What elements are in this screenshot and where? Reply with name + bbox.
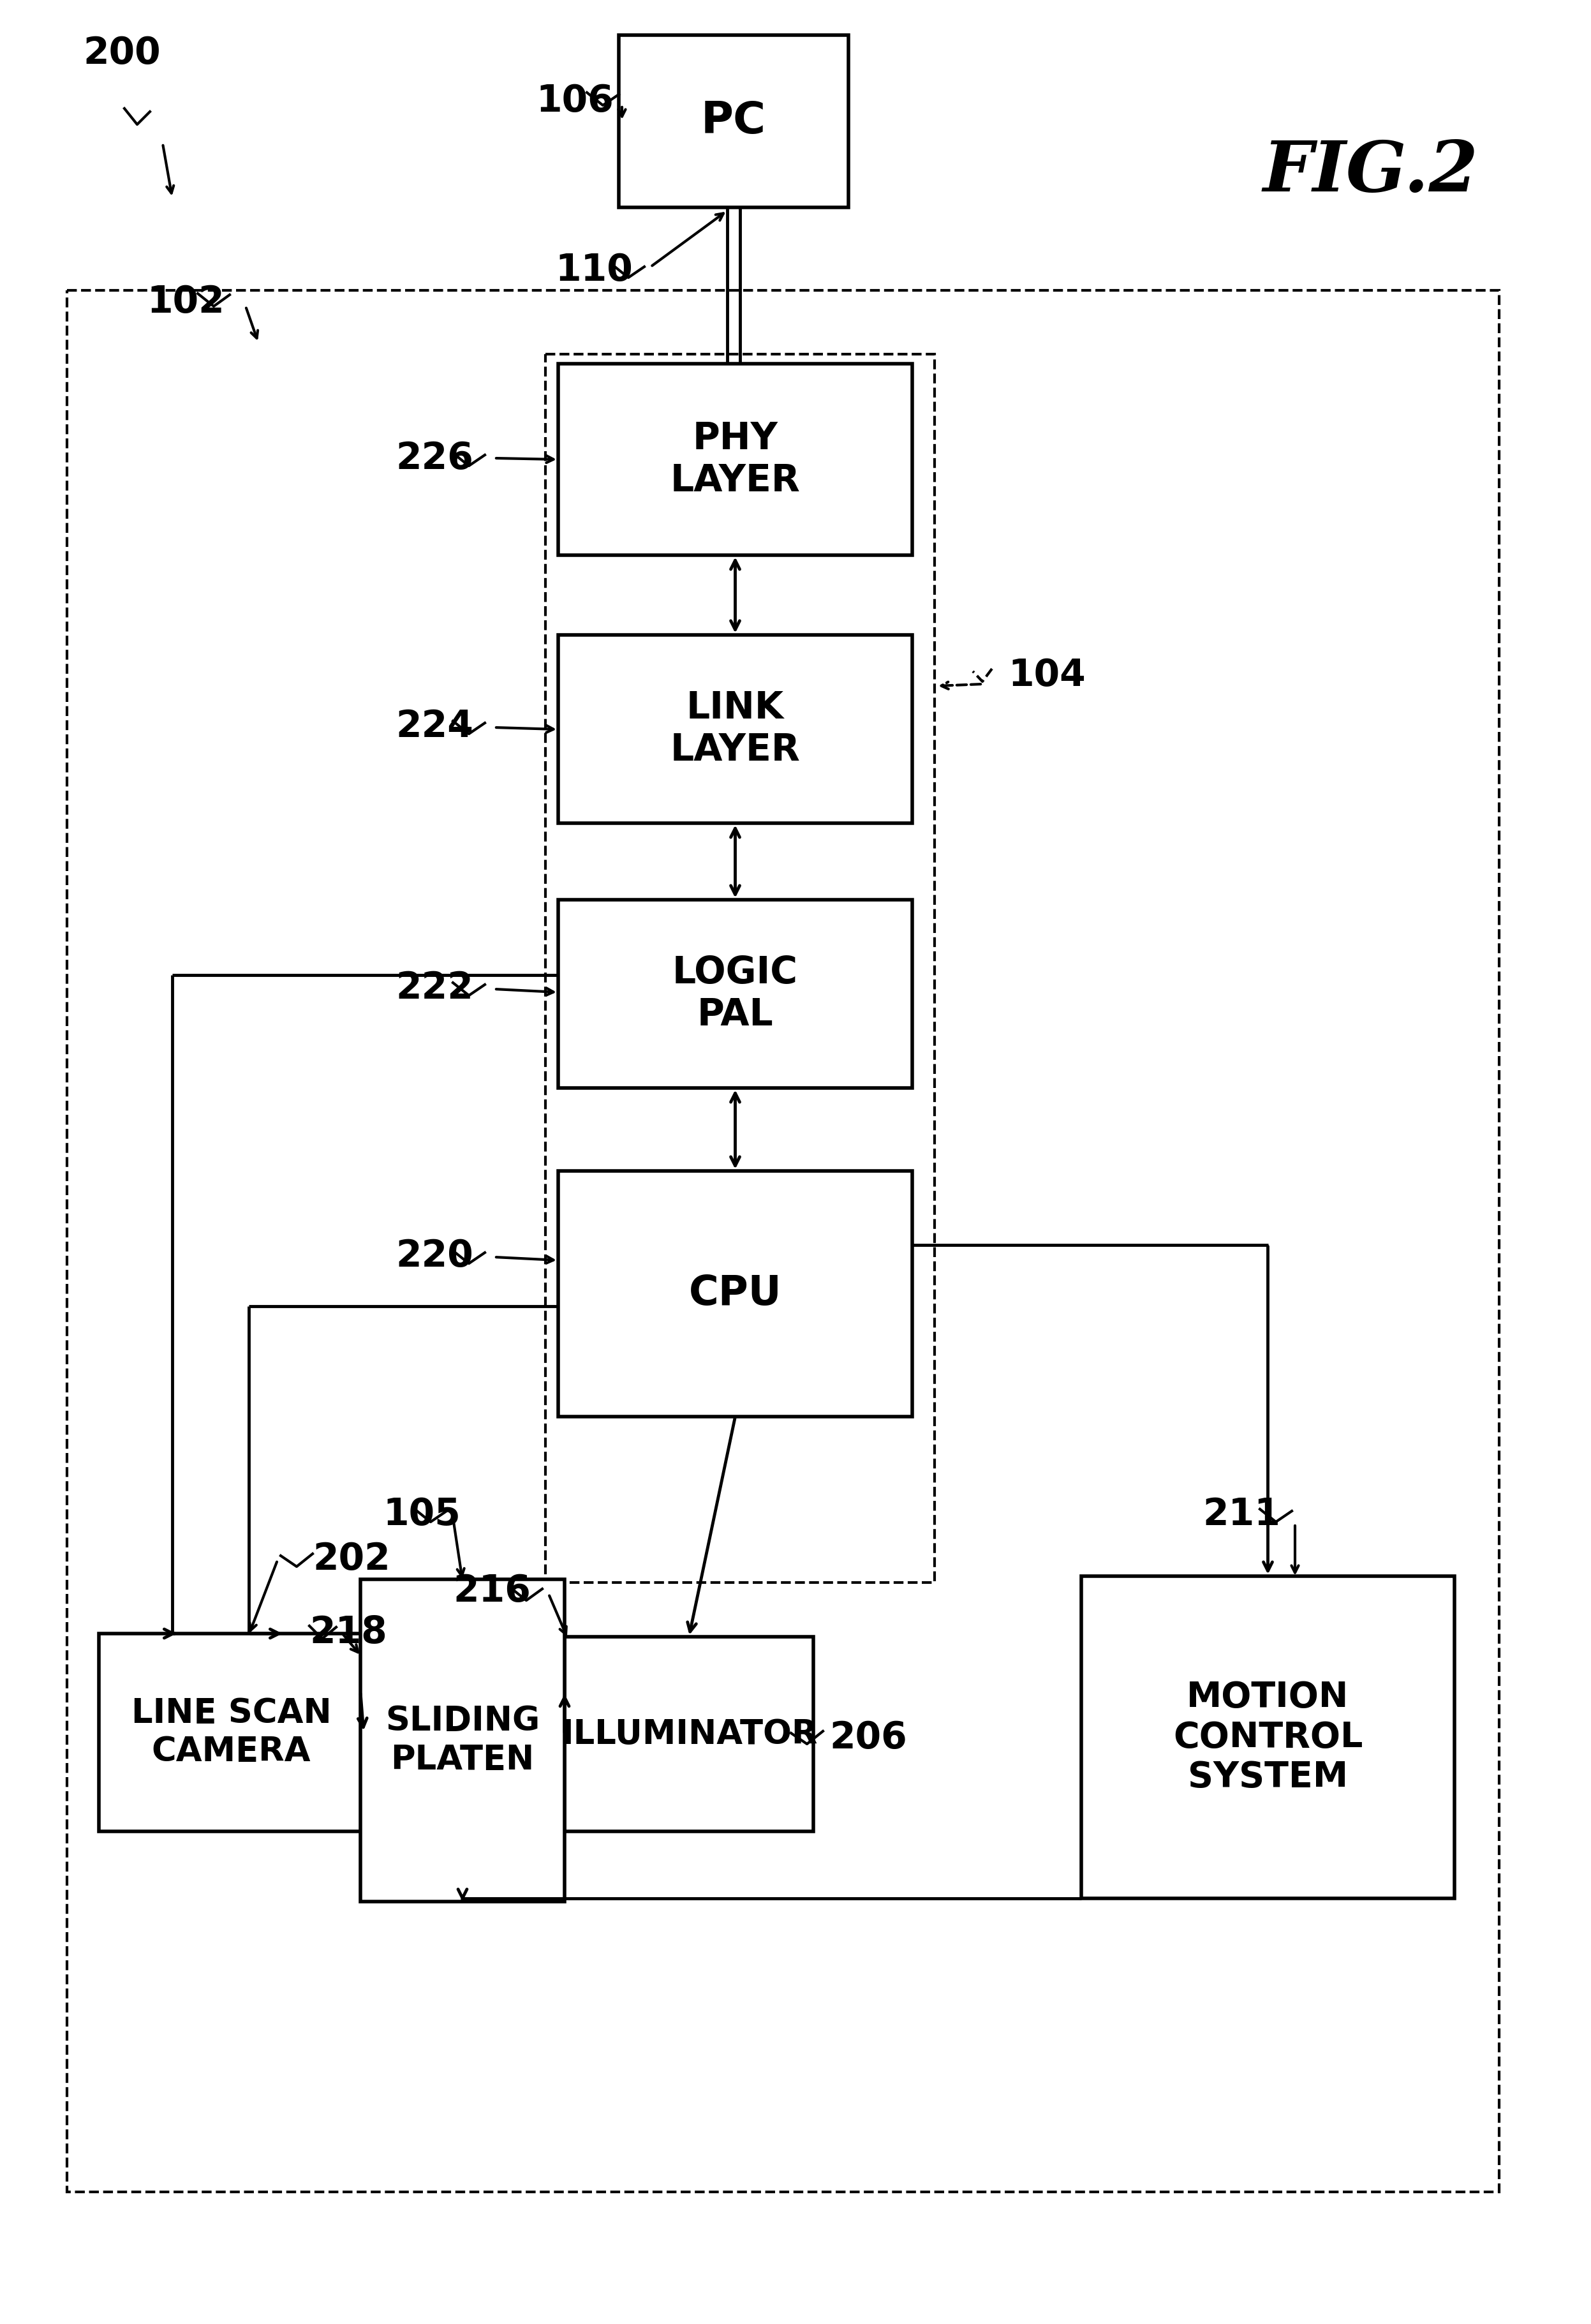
Text: 110: 110	[555, 251, 633, 288]
Text: ILLUMINATOR: ILLUMINATOR	[560, 1717, 818, 1750]
Bar	[558, 634, 912, 823]
Text: 105: 105	[383, 1497, 460, 1534]
Bar	[546, 353, 934, 1583]
Bar	[1082, 1576, 1454, 1899]
Text: 218: 218	[309, 1615, 387, 1650]
Text: 222: 222	[396, 969, 473, 1006]
Text: LOGIC
PAL: LOGIC PAL	[673, 955, 799, 1034]
Text: 216: 216	[453, 1573, 531, 1608]
Text: 106: 106	[536, 84, 614, 119]
Bar	[361, 1580, 565, 1901]
Text: 202: 202	[312, 1541, 390, 1578]
Bar	[558, 899, 912, 1088]
Text: LINE SCAN
CAMERA: LINE SCAN CAMERA	[130, 1697, 331, 1769]
Text: 206: 206	[829, 1720, 907, 1757]
Bar	[558, 1171, 912, 1418]
Text: PC: PC	[702, 100, 767, 142]
Text: 104: 104	[1009, 658, 1085, 693]
Bar	[99, 1634, 364, 1831]
Text: LINK
LAYER: LINK LAYER	[670, 690, 800, 769]
Text: 220: 220	[396, 1239, 473, 1274]
Bar	[619, 35, 848, 207]
Text: 226: 226	[396, 439, 473, 476]
Bar	[558, 365, 912, 555]
Text: 200: 200	[83, 35, 161, 72]
Text: CPU: CPU	[689, 1274, 781, 1313]
Text: FIG.2: FIG.2	[1263, 137, 1478, 207]
Bar	[565, 1636, 813, 1831]
Text: 102: 102	[146, 284, 224, 321]
Text: SLIDING
PLATEN: SLIDING PLATEN	[385, 1703, 539, 1776]
Bar	[67, 290, 1499, 2192]
Text: PHY
LAYER: PHY LAYER	[670, 421, 800, 500]
Text: MOTION
CONTROL
SYSTEM: MOTION CONTROL SYSTEM	[1173, 1680, 1363, 1794]
Text: 224: 224	[396, 709, 473, 744]
Text: 211: 211	[1203, 1497, 1281, 1534]
